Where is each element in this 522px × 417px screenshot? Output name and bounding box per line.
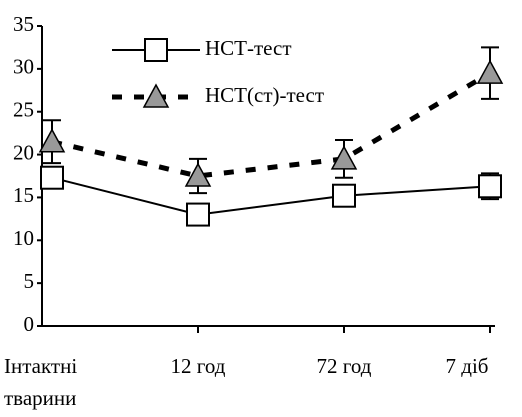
y-tick-label: 20 bbox=[13, 140, 34, 164]
x-tick-label: 72 год bbox=[316, 354, 372, 378]
legend-label: НСТ(ст)-тест bbox=[205, 83, 324, 107]
point bbox=[186, 202, 210, 227]
point bbox=[184, 162, 212, 187]
y-tick-label: 10 bbox=[13, 226, 34, 250]
point bbox=[478, 174, 502, 199]
y-tick-label: 30 bbox=[13, 55, 34, 79]
point bbox=[38, 128, 66, 153]
y-tick-label: 15 bbox=[13, 183, 34, 207]
x-tick-label: Інтактні тварини bbox=[4, 354, 78, 410]
y-tick-label: 25 bbox=[13, 98, 34, 122]
series-line bbox=[51, 70, 492, 179]
x-tick-label: 7 діб bbox=[445, 354, 489, 378]
y-tick-label: 5 bbox=[24, 269, 35, 293]
point bbox=[330, 145, 358, 170]
point bbox=[332, 183, 356, 208]
point bbox=[40, 165, 64, 190]
y-tick-label: 35 bbox=[13, 12, 34, 36]
legend-marker bbox=[142, 83, 170, 108]
series-line bbox=[51, 176, 491, 216]
y-tick-label: 0 bbox=[24, 312, 35, 336]
x-tick-label: 12 год bbox=[170, 354, 226, 378]
point bbox=[476, 59, 504, 84]
legend-marker bbox=[144, 38, 168, 62]
legend-label: НСТ-тест bbox=[205, 36, 292, 60]
